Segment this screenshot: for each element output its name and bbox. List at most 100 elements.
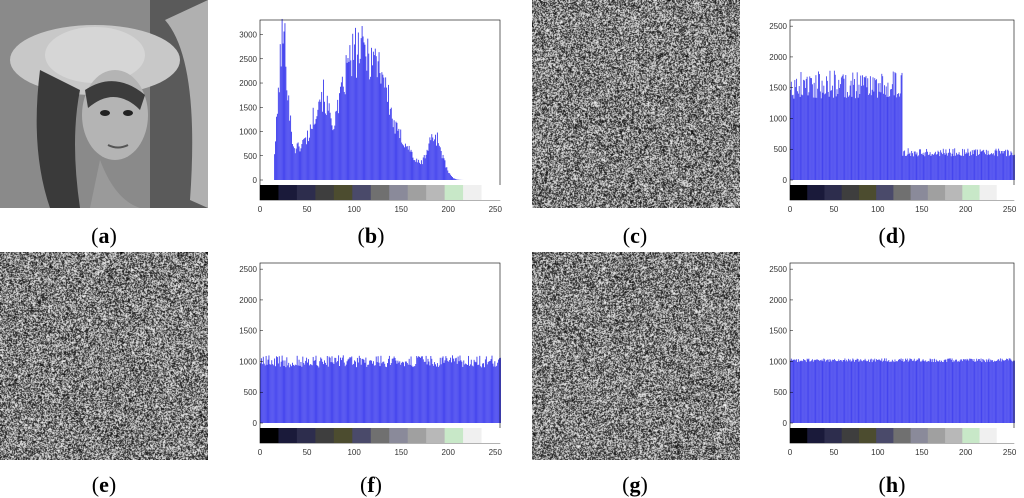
histogram-bar xyxy=(500,357,501,423)
histogram-bar xyxy=(850,80,852,180)
histogram-bar xyxy=(872,77,874,180)
histogram-bar xyxy=(402,144,404,180)
histogram-bar xyxy=(848,95,850,180)
histogram-bar xyxy=(806,358,808,423)
histogram-bar xyxy=(982,150,984,180)
histogram-bar xyxy=(419,356,420,423)
histogram-bar xyxy=(968,152,970,180)
colorbar-segment xyxy=(407,428,427,443)
histogram-bar xyxy=(980,151,982,180)
histogram-bar xyxy=(845,361,847,423)
histogram-bar xyxy=(307,130,308,180)
histogram-bar xyxy=(913,151,915,180)
histogram-bar xyxy=(450,357,452,423)
histogram-bar xyxy=(805,78,807,180)
histogram-bar xyxy=(920,149,921,180)
histogram-bar xyxy=(996,360,998,423)
histogram-bar xyxy=(851,96,853,180)
histogram-bar xyxy=(421,356,423,423)
histogram-bar xyxy=(361,26,363,181)
histogram-bar xyxy=(493,366,495,423)
histogram-bar xyxy=(948,358,949,423)
histogram-bar xyxy=(402,361,404,423)
histogram-bar xyxy=(459,355,461,423)
histogram-bar xyxy=(927,360,929,423)
histogram-bar xyxy=(901,72,903,180)
histogram-bar xyxy=(970,151,971,180)
histogram-bar xyxy=(907,148,909,180)
histogram-bar xyxy=(949,152,951,180)
histogram-bar xyxy=(360,364,362,423)
histogram-bar xyxy=(463,360,465,423)
histogram-bar xyxy=(283,31,285,181)
histogram-bar xyxy=(864,358,866,423)
histogram-bar xyxy=(792,359,794,423)
histogram-bar xyxy=(409,364,411,423)
histogram-bar xyxy=(356,367,357,423)
histogram-bar xyxy=(827,359,829,423)
histogram-bar xyxy=(881,358,883,423)
histogram-bar xyxy=(867,78,869,180)
histogram-bar xyxy=(977,149,978,180)
histogram-bar xyxy=(797,91,798,180)
histogram-bar xyxy=(958,361,960,423)
histogram-bar xyxy=(409,151,411,180)
histogram-bar xyxy=(870,358,872,423)
histogram-bar xyxy=(926,361,928,423)
histogram-bar xyxy=(372,65,373,180)
histogram-bar xyxy=(435,134,436,180)
histogram-bar xyxy=(346,361,348,423)
histogram-bar xyxy=(273,365,275,423)
histogram-bar xyxy=(1007,150,1009,180)
histogram-bar xyxy=(372,361,374,423)
histogram-bar xyxy=(336,362,338,423)
histogram-bar xyxy=(260,358,262,423)
histogram-bar xyxy=(355,361,356,423)
histogram-bar xyxy=(274,154,276,180)
histogram-bar xyxy=(988,358,990,423)
histogram-bar xyxy=(302,139,304,180)
histogram-bar xyxy=(845,75,847,180)
histogram-bar xyxy=(892,361,894,423)
histogram-bar xyxy=(915,154,917,180)
histogram-bar xyxy=(841,361,843,423)
histogram-bar xyxy=(344,366,346,423)
histogram-bar xyxy=(926,148,928,180)
x-tick-label: 100 xyxy=(871,448,885,457)
histogram-bar xyxy=(816,359,818,423)
histogram-bar xyxy=(492,363,494,423)
histogram-bar xyxy=(863,360,865,423)
histogram-bar xyxy=(371,47,372,180)
histogram-bar xyxy=(1005,149,1007,180)
histogram-bar xyxy=(920,361,921,423)
histogram-bar xyxy=(883,358,885,423)
histogram-bar xyxy=(888,360,890,423)
histogram-bar xyxy=(958,152,960,180)
histogram-bar xyxy=(876,359,877,423)
histogram-bar xyxy=(804,87,806,180)
histogram-bar xyxy=(985,154,986,180)
histogram-bar xyxy=(793,98,795,180)
y-tick-label: 2500 xyxy=(239,265,257,274)
histogram-bar xyxy=(1006,358,1008,423)
colorbar-segment xyxy=(979,428,998,443)
histogram-bar xyxy=(932,359,934,423)
y-tick-label: 500 xyxy=(774,145,788,154)
histogram-bar xyxy=(430,356,432,423)
colorbar-segment xyxy=(893,185,912,200)
histogram-bar xyxy=(950,156,952,180)
x-tick-label: 150 xyxy=(915,448,929,457)
histogram-bar xyxy=(292,362,293,423)
histogram-bar xyxy=(797,359,799,423)
histogram-bar xyxy=(879,360,881,423)
histogram-bar xyxy=(791,95,793,180)
histogram-bar xyxy=(301,144,303,180)
histogram-bar xyxy=(382,74,384,180)
histogram-bar xyxy=(897,94,899,180)
histogram-bar xyxy=(386,87,388,180)
histogram-bar xyxy=(347,359,349,423)
histogram-bar xyxy=(329,112,331,180)
histogram-bar xyxy=(465,363,467,423)
histogram-bar xyxy=(870,95,872,180)
histogram-bar xyxy=(330,118,332,180)
